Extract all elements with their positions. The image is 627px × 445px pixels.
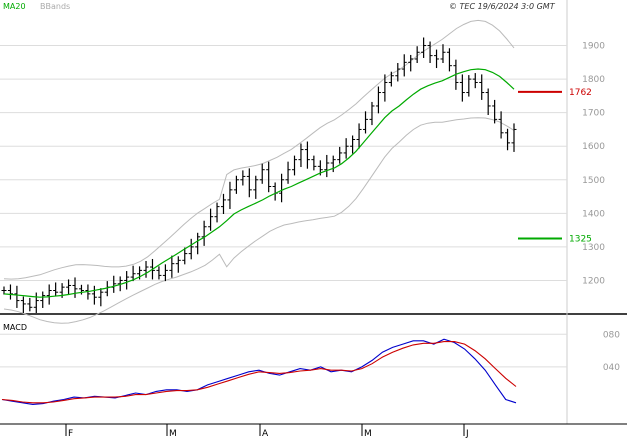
- legend-bbands: BBands: [40, 2, 70, 11]
- bband-upper: [3, 19, 515, 280]
- axes: 1200 1300 1400 1500 1600 1700 1800 1900 F M A M J: [65, 42, 605, 439]
- price-tick-label: 1900: [582, 42, 605, 52]
- x-tick-label: F: [68, 429, 73, 439]
- x-tick-label: M: [169, 429, 177, 439]
- macd-title: MACD: [3, 323, 27, 332]
- price-tick-label: 1600: [582, 142, 605, 152]
- bband-lower: [3, 117, 515, 324]
- price-tick-label: 1400: [582, 209, 605, 219]
- macd-tick-label: 040: [603, 363, 620, 373]
- x-tick-label: A: [262, 429, 269, 439]
- legend-ma20: MA20: [3, 2, 26, 11]
- level-label: 1325: [569, 235, 592, 245]
- macd-panel: 040 080: [0, 330, 620, 405]
- x-tick-label: J: [465, 429, 469, 439]
- x-tick-label: M: [364, 429, 372, 439]
- copyright: © TEC 19/6/2024 3:0 GMT: [449, 2, 556, 11]
- price-tick-label: 1300: [582, 243, 605, 253]
- macd-series-line: [1, 341, 517, 404]
- price-tick-label: 1800: [582, 75, 605, 85]
- level-label: 1762: [569, 88, 592, 98]
- price-tick-label: 1200: [582, 276, 605, 286]
- macd-tick-label: 080: [603, 330, 620, 340]
- levels: 1762 1325: [518, 88, 592, 245]
- ma20-path: [3, 68, 515, 298]
- price-tick-label: 1700: [582, 109, 605, 119]
- price-bars: [1, 37, 517, 313]
- grid: [0, 0, 627, 425]
- price-tick-label: 1500: [582, 176, 605, 186]
- ma20-line: [3, 68, 515, 298]
- bbands: [3, 19, 515, 324]
